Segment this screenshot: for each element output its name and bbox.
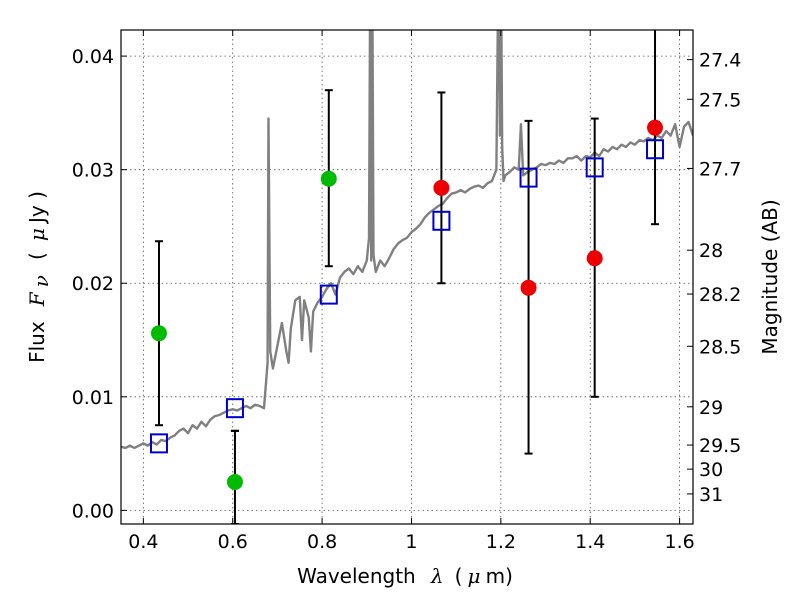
grid (121, 30, 693, 524)
green-data-point (320, 170, 337, 187)
plot-frame (120, 29, 694, 525)
x-tick-label: 1.2 (486, 531, 516, 553)
y-axis-title-open: ( (25, 252, 49, 260)
right-tick-label: 30 (699, 459, 723, 481)
x-tick-label: 0.8 (307, 531, 337, 553)
x-axis-title: Wavelength λ ( μ m) (297, 564, 513, 588)
model-square-point (585, 157, 604, 178)
x-tick-label: 1.4 (575, 531, 605, 553)
right-tick-label: 29 (699, 397, 723, 419)
model-square-point (432, 210, 451, 231)
ticks: 0.4 0.6 0.8 1 1.2 1.4 1.6 0.00 0.01 0.02 0.03 0.04 2… (72, 30, 741, 553)
right-tick-label: 27.4 (699, 50, 741, 72)
right-tick-label: 29.5 (699, 435, 741, 457)
y-tick-label: 0.01 (72, 387, 114, 409)
y-axis-title-f: F (25, 291, 49, 307)
y-axis-title-text: Flux (25, 321, 49, 363)
x-axis-title-open: ( (455, 564, 463, 588)
y-tick-label: 0.02 (72, 273, 114, 295)
red-data-point (647, 119, 664, 136)
red-data-point (520, 279, 537, 296)
red-data-point (433, 179, 450, 196)
y-tick-label: 0.03 (72, 160, 114, 182)
model-square-point (646, 139, 665, 160)
green-data-point (150, 325, 167, 342)
y-tick-label: 0.04 (72, 46, 114, 68)
right-axis-title: Magnitude (AB) (758, 199, 782, 354)
right-tick-label: 28.5 (699, 336, 741, 358)
model-square-point (149, 433, 168, 454)
right-tick-label: 31 (699, 484, 723, 506)
x-axis-title-text: Wavelength (297, 564, 416, 588)
x-tick-label: 1.6 (664, 531, 694, 553)
right-tick-label: 28.2 (699, 284, 741, 306)
right-tick-label: 27.7 (699, 158, 741, 180)
y-axis-title-mu: μ (25, 228, 49, 241)
y-axis-title-unit: Jy ) (25, 191, 49, 225)
y-axis-title: Flux F ν ( μ Jy ) (25, 191, 53, 363)
right-tick-label: 27.5 (699, 89, 741, 111)
x-tick-label: 1 (405, 531, 417, 553)
data-layer (121, 30, 693, 524)
spectrum-line (121, 30, 693, 450)
model-square-point (319, 284, 338, 305)
x-axis-title-lambda: λ (430, 564, 444, 588)
red-data-point (586, 250, 603, 267)
right-tick-label: 28 (699, 240, 723, 262)
y-axis-title-nu: ν (29, 275, 53, 287)
y-tick-label: 0.00 (72, 500, 114, 522)
x-tick-label: 0.4 (128, 531, 158, 553)
x-axis-title-mu: μ (468, 564, 481, 588)
green-data-point (226, 473, 243, 490)
x-tick-label: 0.6 (218, 531, 248, 553)
model-square-point (225, 398, 244, 419)
model-square-point (519, 167, 538, 188)
x-axis-title-unit: m) (486, 564, 513, 588)
